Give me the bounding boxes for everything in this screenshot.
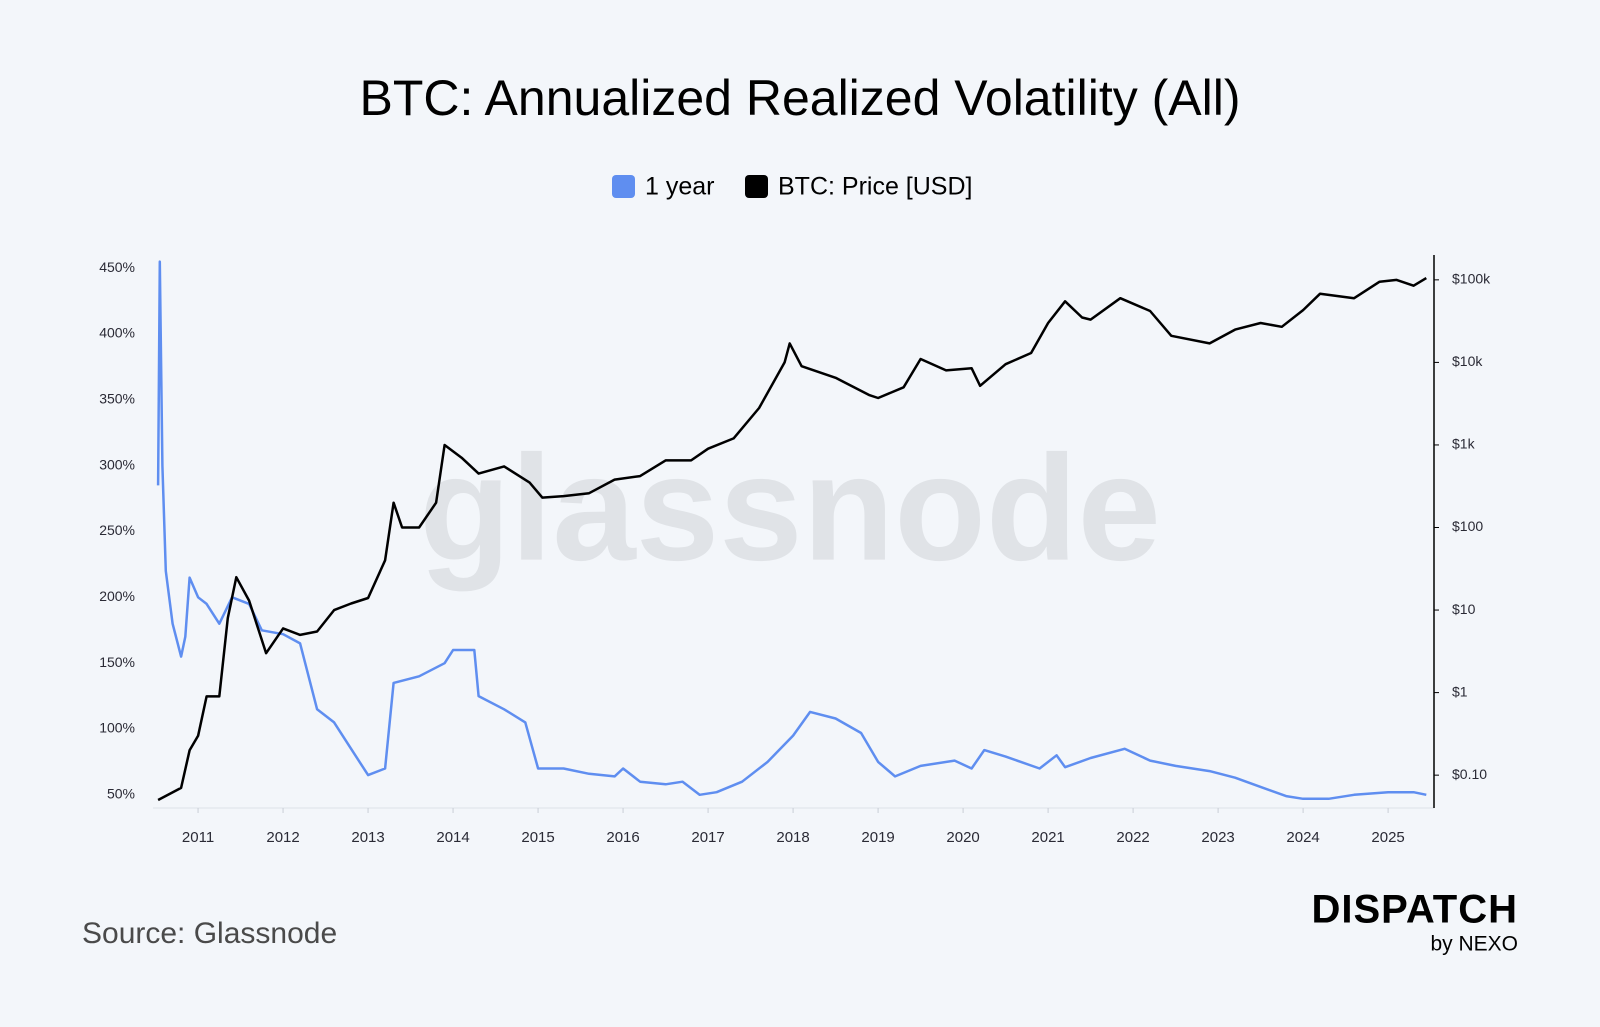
y-tick-label: 400% xyxy=(99,325,135,341)
y2-tick-label: $10 xyxy=(1452,601,1476,617)
y-tick-label: 300% xyxy=(99,456,135,472)
x-tick-label: 2014 xyxy=(436,829,469,846)
legend-label: BTC: Price [USD] xyxy=(778,173,972,201)
x-tick-label: 2021 xyxy=(1031,829,1064,846)
y-tick-label: 50% xyxy=(107,786,135,802)
x-tick-label: 2025 xyxy=(1371,829,1404,846)
y-tick-label: 200% xyxy=(99,588,135,604)
x-tick-label: 2022 xyxy=(1116,829,1149,846)
source: Source: Glassnode xyxy=(82,917,337,950)
y-tick-label: 100% xyxy=(99,720,135,736)
y2-tick-label: $10k xyxy=(1452,353,1483,369)
x-tick-label: 2018 xyxy=(776,829,809,846)
series-line xyxy=(157,277,1427,802)
chart-title: BTC: Annualized Realized Volatility (All… xyxy=(360,70,1241,126)
brand: DISPATCH xyxy=(1311,888,1518,932)
x-tick-label: 2011 xyxy=(182,829,214,846)
x-tick-label: 2019 xyxy=(861,829,894,846)
x-tick-label: 2024 xyxy=(1286,829,1319,846)
y-tick-label: 350% xyxy=(99,391,135,407)
y2-tick-label: $100k xyxy=(1452,271,1491,287)
brand-sub: by NEXO xyxy=(1430,933,1518,956)
y2-tick-label: $1 xyxy=(1452,683,1468,699)
y2-tick-label: $0.10 xyxy=(1452,766,1487,782)
x-tick-label: 2012 xyxy=(266,829,299,846)
x-tick-label: 2015 xyxy=(521,829,554,846)
y-tick-label: 150% xyxy=(99,654,135,670)
y-tick-label: 250% xyxy=(99,522,135,538)
y2-tick-label: $100 xyxy=(1452,518,1483,534)
x-tick-label: 2020 xyxy=(946,829,979,846)
legend-label: 1 year xyxy=(645,173,714,201)
y-tick-label: 450% xyxy=(99,259,135,275)
legend-swatch xyxy=(745,175,768,198)
x-tick-label: 2023 xyxy=(1201,829,1234,846)
legend-swatch xyxy=(612,175,635,198)
x-tick-label: 2013 xyxy=(351,829,384,846)
x-tick-label: 2016 xyxy=(606,829,639,846)
x-tick-label: 2017 xyxy=(691,829,724,846)
watermark: glassnode xyxy=(419,424,1161,592)
y2-tick-label: $1k xyxy=(1452,436,1476,452)
series-line xyxy=(156,260,1427,801)
